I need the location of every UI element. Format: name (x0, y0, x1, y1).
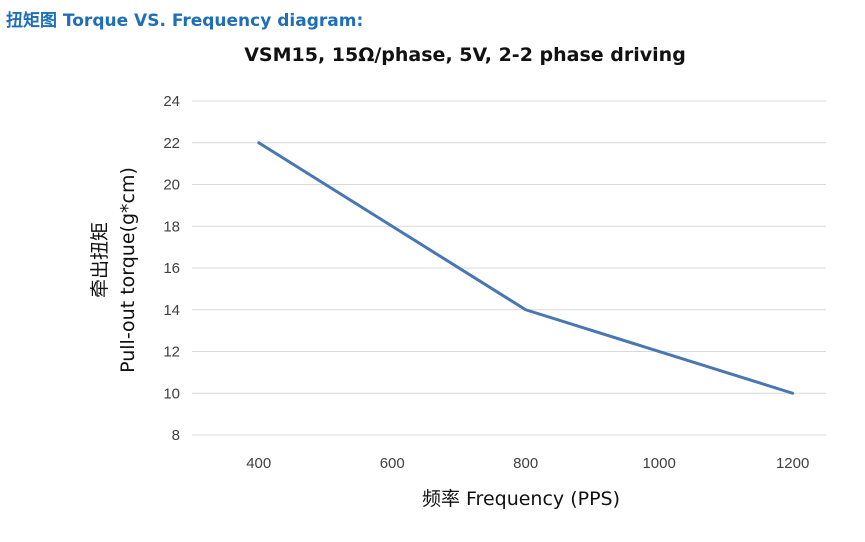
y-tick-label: 18 (163, 218, 180, 235)
x-tick-label: 400 (246, 455, 271, 472)
y-axis-label-chinese: 牵出扭矩 (89, 222, 111, 298)
x-tick-label: 1000 (642, 455, 675, 472)
x-tick-label: 800 (513, 455, 538, 472)
y-tick-label: 10 (163, 385, 180, 402)
y-tick-label: 16 (163, 260, 180, 277)
y-axis-label-english: Pull-out torque(g*cm) (117, 167, 139, 373)
series-line-torque (257, 141, 795, 395)
y-tick-label: 20 (163, 177, 180, 194)
series-layer (257, 141, 795, 395)
y-tick-labels: 8 10 12 14 16 18 20 22 24 (163, 93, 180, 444)
grid-lines (192, 100, 826, 436)
x-axis-label: 频率 Frequency (PPS) (422, 488, 620, 510)
x-tick-label: 1200 (776, 455, 809, 472)
x-tick-label: 600 (380, 455, 405, 472)
y-tick-label: 12 (163, 344, 180, 361)
y-tick-label: 24 (163, 93, 180, 110)
y-tick-label: 8 (172, 427, 180, 444)
diagram-heading: 扭矩图 Torque VS. Frequency diagram: (6, 11, 364, 31)
chart-title: VSM15, 15Ω/phase, 5V, 2-2 phase driving (244, 44, 686, 66)
x-tick-labels: 400 600 800 1000 1200 (246, 455, 809, 472)
y-tick-label: 14 (163, 302, 180, 319)
y-tick-label: 22 (163, 135, 180, 152)
